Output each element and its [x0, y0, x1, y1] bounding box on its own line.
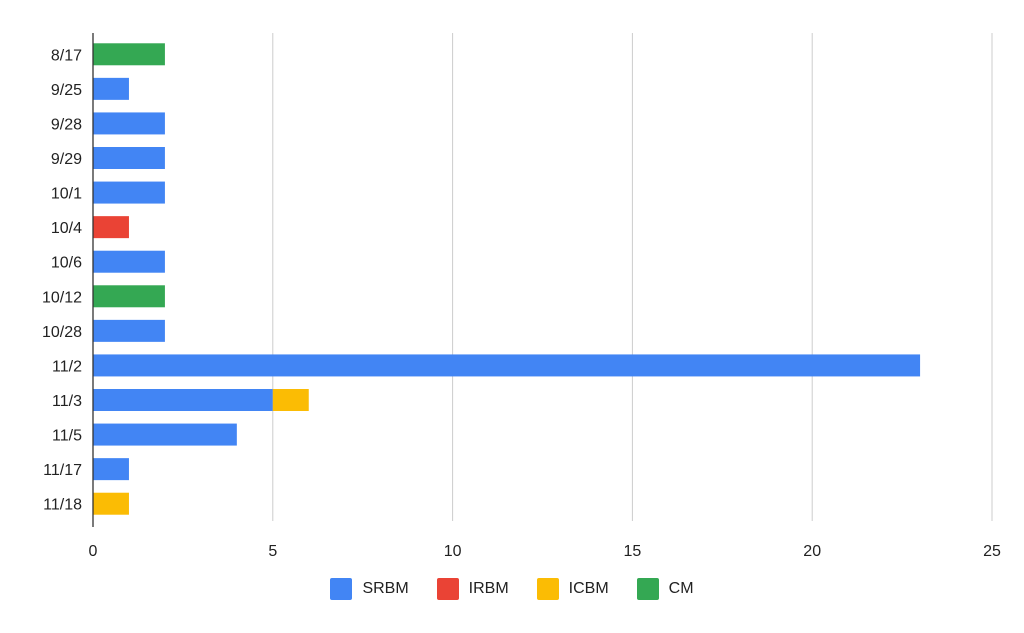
y-tick-label: 10/4 [51, 220, 82, 237]
grid [272, 33, 993, 521]
y-tick-label: 10/1 [51, 186, 82, 203]
bar-srbm[interactable] [93, 354, 921, 377]
y-tick-label: 9/29 [51, 151, 82, 168]
bar-srbm[interactable] [93, 458, 129, 481]
y-tick-label: 11/3 [52, 393, 82, 410]
bar-srbm[interactable] [93, 389, 273, 411]
y-tick-label: 10/6 [51, 255, 82, 272]
legend-item-srbm[interactable]: SRBM [330, 578, 409, 600]
legend-swatch [536, 578, 559, 600]
y-tick-label: 10/12 [42, 289, 82, 306]
y-tick-label: 8/17 [51, 47, 82, 64]
bar-cm[interactable] [93, 285, 165, 308]
x-tick-label: 15 [624, 543, 642, 560]
legend-label: IRBM [468, 580, 509, 597]
legend-item-irbm[interactable]: IRBM [436, 578, 509, 600]
legend-swatch [436, 578, 459, 600]
x-tick-label: 25 [983, 543, 1001, 560]
y-tick-label: 9/25 [51, 82, 82, 99]
axes: 0 5 10 15 20 25 8/17 9/25 9/28 9/29 10/1 10/4 10/6 10… [42, 33, 1001, 560]
x-tick-label: 5 [268, 543, 277, 560]
legend-label: CM [668, 580, 694, 597]
x-tick-label: 0 [89, 543, 98, 560]
bar-cm[interactable] [93, 43, 165, 66]
bar-chart: 0 5 10 15 20 25 8/17 9/25 9/28 9/29 10/1 10/4 10/6 10… [42, 33, 1001, 560]
legend-swatch [330, 578, 353, 600]
bar-icbm[interactable] [272, 389, 309, 411]
bar-irbm[interactable] [93, 216, 129, 239]
bar-icbm[interactable] [93, 492, 129, 515]
y-tick-label: 11/18 [43, 497, 82, 514]
legend-label: SRBM [362, 580, 409, 597]
y-tick-label: 11/17 [43, 462, 82, 479]
y-tick-label: 11/2 [52, 358, 82, 375]
legend-swatch [636, 578, 659, 600]
bars [93, 43, 921, 515]
bar-srbm[interactable] [93, 147, 165, 169]
legend-label: ICBM [568, 580, 609, 597]
legend-item-cm[interactable]: CM [636, 578, 694, 600]
y-tick-label: 10/28 [42, 324, 82, 341]
y-tick-label: 11/5 [52, 428, 82, 445]
x-tick-label: 10 [444, 543, 462, 560]
bar-srbm[interactable] [93, 319, 165, 342]
bar-srbm[interactable] [93, 250, 165, 273]
bar-srbm[interactable] [93, 181, 165, 204]
x-tick-label: 20 [803, 543, 821, 560]
legend: SRBM IRBM ICBM CM [0, 578, 1024, 600]
bar-srbm[interactable] [93, 423, 237, 446]
bar-srbm[interactable] [93, 112, 165, 135]
y-tick-label: 9/28 [51, 116, 82, 133]
legend-item-icbm[interactable]: ICBM [536, 578, 609, 600]
bar-srbm[interactable] [93, 77, 129, 100]
